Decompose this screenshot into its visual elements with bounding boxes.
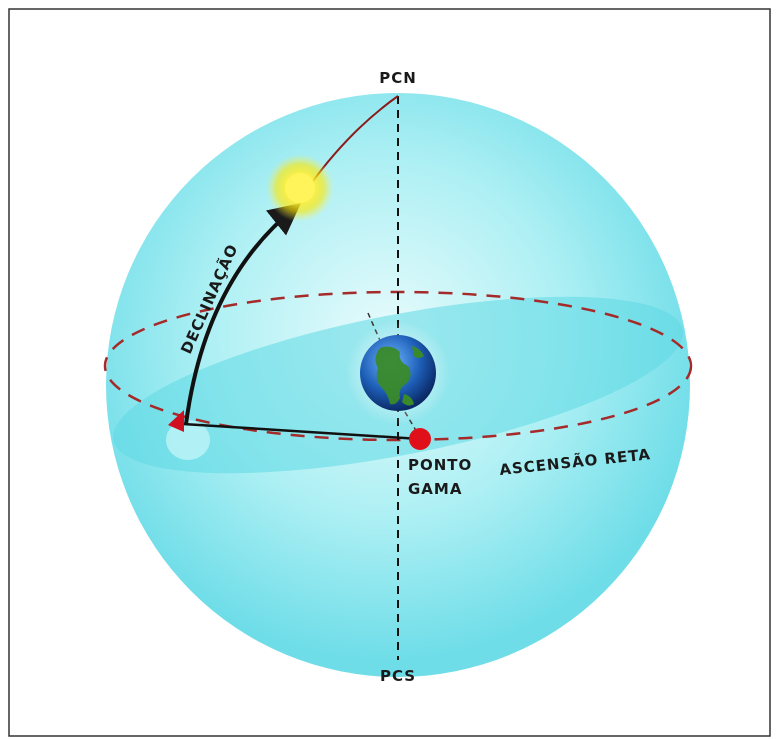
right-ascension-line bbox=[182, 422, 421, 441]
sun-icon bbox=[266, 154, 334, 222]
north-pole-label: PCN bbox=[379, 69, 417, 87]
red-dot-icon bbox=[409, 428, 431, 450]
vernal-point-label-line2: GAMA bbox=[408, 480, 462, 498]
plane-edge-shade bbox=[166, 420, 210, 460]
vernal-point-label-line1: PONTO bbox=[408, 456, 472, 474]
declination-start-marker bbox=[168, 410, 184, 432]
declination-arc bbox=[184, 202, 301, 425]
earth-globe-icon bbox=[346, 321, 450, 425]
south-pole-label: PCS bbox=[380, 667, 416, 685]
